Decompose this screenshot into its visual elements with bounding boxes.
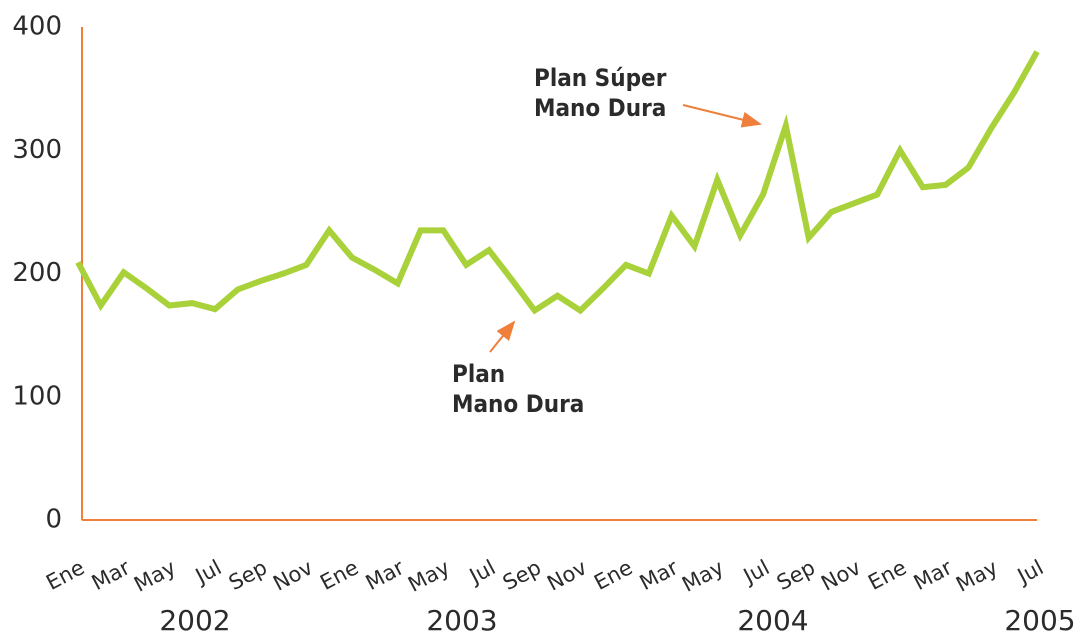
x-tick-label: Mar	[636, 555, 683, 595]
x-tick-label: Jul	[190, 555, 225, 589]
x-tick-label: Nov	[543, 555, 590, 595]
x-tick-label: Ene	[316, 555, 362, 595]
y-tick-label: 0	[45, 505, 62, 535]
y-tick-label: 300	[12, 135, 62, 165]
y-tick-label: 400	[12, 12, 62, 42]
annotation-arrow	[682, 104, 762, 128]
x-tick-label: Nov	[269, 555, 316, 595]
x-tick-label: Mar	[362, 555, 409, 595]
y-tick-label: 200	[12, 258, 62, 288]
x-tick-label: Jul	[1012, 555, 1047, 589]
annotation-text: Plan	[452, 360, 505, 388]
year-label: 2004	[737, 604, 808, 637]
x-tick-label: Ene	[42, 555, 88, 595]
x-tick-label: Mar	[88, 555, 135, 595]
x-tick-label: May	[130, 555, 180, 597]
annotation-text: Mano Dura	[452, 390, 584, 418]
x-tick-label: May	[404, 555, 454, 597]
x-tick-label: Sep	[499, 555, 545, 595]
year-label: 2005	[1004, 604, 1075, 637]
x-tick-label: Ene	[864, 555, 910, 595]
x-tick-label: Sep	[225, 555, 271, 595]
annotation-text: Plan Súper	[534, 64, 667, 92]
x-tick-label: Jul	[464, 555, 499, 589]
y-tick-label: 100	[12, 381, 62, 411]
data-line	[75, 50, 1040, 315]
x-tick-label: Mar	[910, 555, 957, 595]
x-tick-label: Nov	[817, 555, 864, 595]
x-tick-label: May	[952, 555, 1002, 597]
x-tick-label: Ene	[590, 555, 636, 595]
year-label: 2002	[159, 604, 230, 637]
x-tick-label: May	[678, 555, 728, 597]
year-label: 2003	[426, 604, 497, 637]
annotation-text: Mano Dura	[534, 94, 666, 122]
annotation-arrow	[489, 320, 516, 353]
x-tick-label: Sep	[773, 555, 819, 595]
x-tick-label: Jul	[738, 555, 773, 589]
